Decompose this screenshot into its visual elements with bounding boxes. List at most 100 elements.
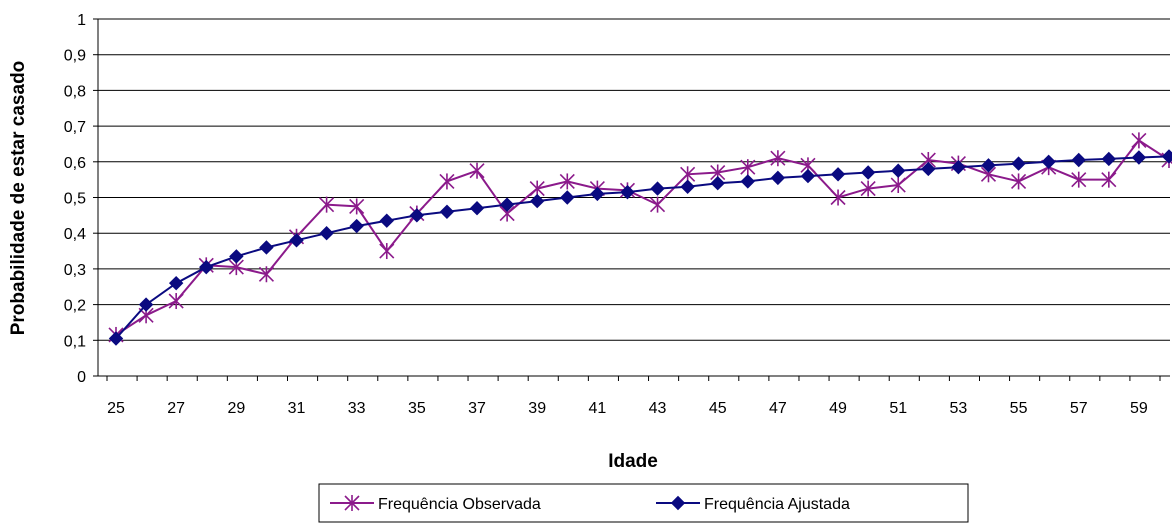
x-tick-label: 37 — [468, 400, 486, 417]
y-tick-label: 0,3 — [64, 262, 86, 279]
data-point-diamond — [168, 275, 184, 291]
series-2 — [108, 149, 1172, 346]
data-point-diamond — [830, 167, 846, 182]
series-line — [115, 139, 1170, 336]
data-point-diamond — [1011, 156, 1026, 171]
data-point-diamond — [259, 240, 274, 255]
x-tick-label: 53 — [950, 400, 968, 417]
x-tick-label: 39 — [528, 400, 546, 417]
data-point-diamond — [951, 159, 966, 175]
legend: Frequência Observada Frequência Ajustada — [318, 483, 969, 523]
data-point-star — [1071, 171, 1087, 188]
data-point-star — [168, 293, 184, 310]
data-point-diamond — [1041, 154, 1056, 170]
data-point-diamond — [289, 233, 304, 248]
data-point-diamond — [650, 181, 665, 196]
data-point-diamond — [710, 176, 725, 191]
data-point-diamond — [670, 495, 686, 511]
series-line — [115, 155, 1170, 340]
data-point-star — [344, 495, 360, 511]
data-point-diamond — [590, 186, 605, 202]
x-tick-label: 59 — [1130, 400, 1148, 417]
data-point-star — [349, 198, 365, 215]
data-point-diamond — [108, 331, 124, 346]
y-tick-label: 1 — [77, 12, 86, 29]
data-point-diamond — [409, 208, 425, 223]
x-axis-title: Idade — [608, 451, 658, 472]
x-tick-label: 35 — [408, 400, 426, 417]
y-tick-label: 0,7 — [64, 119, 86, 136]
data-point-diamond — [981, 158, 996, 173]
data-point-diamond — [138, 297, 154, 312]
data-point-diamond — [529, 193, 545, 209]
x-tick-label: 57 — [1070, 400, 1088, 417]
legend-item: Frequência Observada — [330, 495, 541, 513]
x-tick-label: 43 — [649, 400, 667, 417]
data-point-star — [1131, 132, 1147, 149]
data-point-diamond — [319, 225, 334, 241]
data-point-diamond — [680, 179, 695, 194]
x-tick-label: 29 — [227, 400, 245, 417]
data-point-diamond — [1071, 152, 1086, 168]
data-point-star — [379, 243, 395, 260]
x-tick-label: 51 — [889, 400, 907, 417]
series-1 — [108, 132, 1172, 343]
legend-box — [318, 483, 969, 523]
data-point-star — [830, 189, 846, 206]
x-axis-ticks: 25 27 29 31 33 35 37 39 41 43 45 47 49 51 53 55 57 59 — [106, 376, 1161, 417]
data-point-diamond — [620, 184, 635, 200]
data-point-diamond — [229, 249, 244, 264]
data-point-diamond — [1101, 151, 1117, 167]
x-tick-label: 33 — [348, 400, 366, 417]
data-point-diamond — [499, 197, 515, 212]
data-point-diamond — [860, 165, 876, 180]
y-tick-label: 0,6 — [64, 155, 86, 172]
data-point-diamond — [560, 190, 575, 205]
x-tick-label: 47 — [769, 400, 787, 417]
x-tick-label: 41 — [588, 400, 606, 417]
data-point-diamond — [199, 259, 214, 275]
data-point-diamond — [1161, 149, 1172, 164]
y-tick-label: 0,2 — [64, 298, 86, 315]
y-tick-label: 0 — [77, 369, 86, 386]
x-tick-label: 31 — [288, 400, 306, 417]
y-tick-label: 0,1 — [64, 333, 86, 350]
data-point-star — [469, 162, 485, 179]
data-point-diamond — [379, 213, 394, 228]
legend-label: Frequência Observada — [378, 496, 541, 513]
x-tick-label: 45 — [709, 400, 727, 417]
data-point-star — [649, 196, 666, 213]
data-point-diamond — [921, 161, 936, 177]
y-axis-ticks: 0 0,1 0,2 0,3 0,4 0,5 0,6 0,7 0,8 0,9 1 — [64, 12, 98, 386]
legend-item: Frequência Ajustada — [656, 495, 850, 513]
data-point-diamond — [891, 163, 906, 178]
x-tick-label: 55 — [1010, 400, 1028, 417]
data-point-star — [1011, 173, 1027, 190]
data-point-diamond — [770, 170, 786, 186]
data-point-star — [258, 266, 274, 283]
data-point-star — [439, 173, 455, 190]
series-layer — [108, 132, 1172, 346]
legend-label: Frequência Ajustada — [704, 496, 850, 513]
data-point-diamond — [800, 168, 816, 184]
data-point-star — [319, 196, 335, 213]
y-tick-label: 0,9 — [64, 48, 86, 65]
data-point-diamond — [349, 218, 364, 234]
y-tick-label: 0,8 — [64, 83, 86, 100]
data-point-diamond — [1131, 150, 1147, 165]
data-point-star — [1101, 171, 1117, 188]
y-axis-title: Probabilidade de estar casado — [8, 61, 29, 336]
data-point-diamond — [740, 174, 756, 189]
y-tick-label: 0,4 — [64, 226, 86, 243]
data-point-diamond — [439, 204, 455, 219]
x-tick-label: 49 — [829, 400, 847, 417]
x-tick-label: 25 — [107, 400, 125, 417]
x-tick-label: 27 — [167, 400, 185, 417]
y-tick-label: 0,5 — [64, 191, 86, 208]
data-point-star — [740, 159, 756, 176]
data-point-star — [890, 177, 906, 194]
data-point-star — [559, 173, 575, 190]
data-point-diamond — [469, 201, 485, 216]
data-point-star — [770, 150, 786, 167]
